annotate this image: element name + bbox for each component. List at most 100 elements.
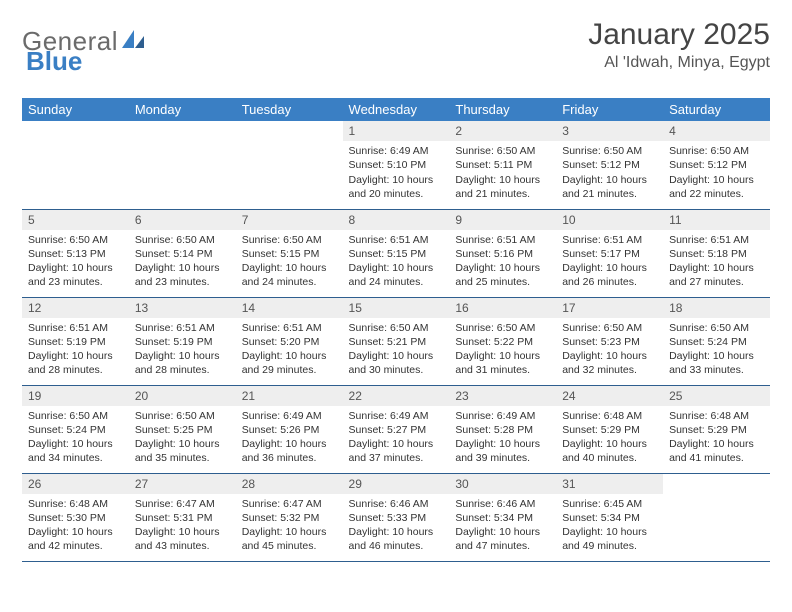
calendar-cell: 20 Sunrise: 6:50 AMSunset: 5:25 PMDayligh… xyxy=(129,385,236,473)
sunset-line: Sunset: 5:34 PM xyxy=(455,511,550,525)
sunset-line: Sunset: 5:19 PM xyxy=(28,335,123,349)
logo-sail-icon xyxy=(118,26,148,57)
calendar-cell xyxy=(663,473,770,561)
calendar-cell: 22Sunrise: 6:49 AMSunset: 5:27 PMDayligh… xyxy=(343,385,450,473)
sunrise-line: Sunrise: 6:50 AM xyxy=(562,321,657,335)
sunrise-line: Sunrise: 6:49 AM xyxy=(349,144,444,158)
day-number: 8 xyxy=(343,210,450,230)
sunrise-line: Sunrise: 6:50 AM xyxy=(455,321,550,335)
day-number xyxy=(236,121,343,141)
cell-body: Sunrise: 6:48 AMSunset: 5:30 PMDaylight:… xyxy=(22,494,129,558)
daylight-line: Daylight: 10 hours and 32 minutes. xyxy=(562,349,657,377)
day-number: 6 xyxy=(129,210,236,230)
day-number: 28 xyxy=(236,474,343,494)
location: Al 'Idwah, Minya, Egypt xyxy=(588,54,770,72)
day-number: 20 xyxy=(129,386,236,406)
sunset-line: Sunset: 5:15 PM xyxy=(349,247,444,261)
calendar-week-row: 12Sunrise: 6:51 AMSunset: 5:19 PMDayligh… xyxy=(22,297,770,385)
day-number: 10 xyxy=(556,210,663,230)
calendar-cell: 9Sunrise: 6:51 AMSunset: 5:16 PMDaylight… xyxy=(449,209,556,297)
calendar-cell: 4Sunrise: 6:50 AMSunset: 5:12 PMDaylight… xyxy=(663,121,770,209)
day-number: 22 xyxy=(343,386,450,406)
cell-body: Sunrise: 6:51 AMSunset: 5:20 PMDaylight:… xyxy=(236,318,343,382)
cell-body: Sunrise: 6:51 AMSunset: 5:18 PMDaylight:… xyxy=(663,230,770,294)
day-number: 5 xyxy=(22,210,129,230)
calendar-cell: 19Sunrise: 6:50 AMSunset: 5:24 PMDayligh… xyxy=(22,385,129,473)
calendar-cell: 31Sunrise: 6:45 AMSunset: 5:34 PMDayligh… xyxy=(556,473,663,561)
sunrise-line: Sunrise: 6:50 AM xyxy=(455,144,550,158)
sunset-line: Sunset: 5:28 PM xyxy=(455,423,550,437)
day-number: 1 xyxy=(343,121,450,141)
cell-body: Sunrise: 6:47 AMSunset: 5:31 PMDaylight:… xyxy=(129,494,236,558)
cell-body: Sunrise: 6:49 AMSunset: 5:28 PMDaylight:… xyxy=(449,406,556,470)
cell-body: Sunrise: 6:50 AMSunset: 5:12 PMDaylight:… xyxy=(556,141,663,205)
sunrise-line: Sunrise: 6:51 AM xyxy=(135,321,230,335)
cell-body: Sunrise: 6:51 AMSunset: 5:16 PMDaylight:… xyxy=(449,230,556,294)
sunset-line: Sunset: 5:25 PM xyxy=(135,423,230,437)
cell-body xyxy=(129,141,236,148)
sunrise-line: Sunrise: 6:50 AM xyxy=(242,233,337,247)
sunset-line: Sunset: 5:12 PM xyxy=(562,158,657,172)
sunset-line: Sunset: 5:22 PM xyxy=(455,335,550,349)
calendar-cell: 7Sunrise: 6:50 AMSunset: 5:15 PMDaylight… xyxy=(236,209,343,297)
day-number: 12 xyxy=(22,298,129,318)
daylight-line: Daylight: 10 hours and 26 minutes. xyxy=(562,261,657,289)
sunrise-line: Sunrise: 6:49 AM xyxy=(242,409,337,423)
calendar-cell: 10Sunrise: 6:51 AMSunset: 5:17 PMDayligh… xyxy=(556,209,663,297)
calendar-cell: 13Sunrise: 6:51 AMSunset: 5:19 PMDayligh… xyxy=(129,297,236,385)
sunrise-line: Sunrise: 6:47 AM xyxy=(242,497,337,511)
daylight-line: Daylight: 10 hours and 47 minutes. xyxy=(455,525,550,553)
sunset-line: Sunset: 5:19 PM xyxy=(135,335,230,349)
cell-body xyxy=(22,141,129,148)
calendar-cell: 29Sunrise: 6:46 AMSunset: 5:33 PMDayligh… xyxy=(343,473,450,561)
calendar-cell: 24Sunrise: 6:48 AMSunset: 5:29 PMDayligh… xyxy=(556,385,663,473)
sunrise-line: Sunrise: 6:50 AM xyxy=(28,409,123,423)
day-number: 21 xyxy=(236,386,343,406)
day-number: 17 xyxy=(556,298,663,318)
calendar-cell: 12 Sunrise: 6:51 AMSunset: 5:19 PMDayligh… xyxy=(22,297,129,385)
cell-body xyxy=(663,494,770,501)
day-number: 30 xyxy=(449,474,556,494)
daylight-line: Daylight: 10 hours and 28 minutes. xyxy=(28,349,123,377)
logo-text-blue: Blue xyxy=(26,46,82,76)
calendar-cell: 23Sunrise: 6:49 AMSunset: 5:28 PMDayligh… xyxy=(449,385,556,473)
daylight-line: Daylight: 10 hours and 42 minutes. xyxy=(28,525,123,553)
calendar-body: 1Sunrise: 6:49 AMSunset: 5:10 PMDaylight… xyxy=(22,121,770,561)
cell-body: Sunrise: 6:50 AMSunset: 5:22 PMDaylight:… xyxy=(449,318,556,382)
cell-body xyxy=(236,141,343,148)
calendar-cell: 16Sunrise: 6:50 AMSunset: 5:22 PMDayligh… xyxy=(449,297,556,385)
daylight-line: Daylight: 10 hours and 24 minutes. xyxy=(349,261,444,289)
daylight-line: Daylight: 10 hours and 46 minutes. xyxy=(349,525,444,553)
daylight-line: Daylight: 10 hours and 34 minutes. xyxy=(28,437,123,465)
sunrise-line: Sunrise: 6:49 AM xyxy=(455,409,550,423)
calendar-week-row: 5Sunrise: 6:50 AMSunset: 5:13 PMDaylight… xyxy=(22,209,770,297)
sunrise-line: Sunrise: 6:50 AM xyxy=(669,321,764,335)
sunset-line: Sunset: 5:33 PM xyxy=(349,511,444,525)
day-number xyxy=(129,121,236,141)
day-number: 9 xyxy=(449,210,556,230)
weekday-header: Sunday xyxy=(22,98,129,121)
sunrise-line: Sunrise: 6:48 AM xyxy=(28,497,123,511)
sunrise-line: Sunrise: 6:50 AM xyxy=(135,233,230,247)
sunset-line: Sunset: 5:32 PM xyxy=(242,511,337,525)
day-number: 16 xyxy=(449,298,556,318)
sunrise-line: Sunrise: 6:50 AM xyxy=(135,409,230,423)
sunset-line: Sunset: 5:30 PM xyxy=(28,511,123,525)
sunset-line: Sunset: 5:21 PM xyxy=(349,335,444,349)
day-number xyxy=(663,474,770,494)
calendar-cell xyxy=(22,121,129,209)
day-number: 23 xyxy=(449,386,556,406)
weekday-header: Thursday xyxy=(449,98,556,121)
calendar-cell xyxy=(236,121,343,209)
daylight-line: Daylight: 10 hours and 33 minutes. xyxy=(669,349,764,377)
sunset-line: Sunset: 5:29 PM xyxy=(669,423,764,437)
sunrise-line: Sunrise: 6:51 AM xyxy=(28,321,123,335)
cell-body: Sunrise: 6:47 AMSunset: 5:32 PMDaylight:… xyxy=(236,494,343,558)
cell-body: Sunrise: 6:50 AMSunset: 5:24 PMDaylight:… xyxy=(663,318,770,382)
calendar-cell: 3Sunrise: 6:50 AMSunset: 5:12 PMDaylight… xyxy=(556,121,663,209)
daylight-line: Daylight: 10 hours and 37 minutes. xyxy=(349,437,444,465)
daylight-line: Daylight: 10 hours and 35 minutes. xyxy=(135,437,230,465)
day-number: 24 xyxy=(556,386,663,406)
sunrise-line: Sunrise: 6:50 AM xyxy=(669,144,764,158)
calendar-cell: 27Sunrise: 6:47 AMSunset: 5:31 PMDayligh… xyxy=(129,473,236,561)
